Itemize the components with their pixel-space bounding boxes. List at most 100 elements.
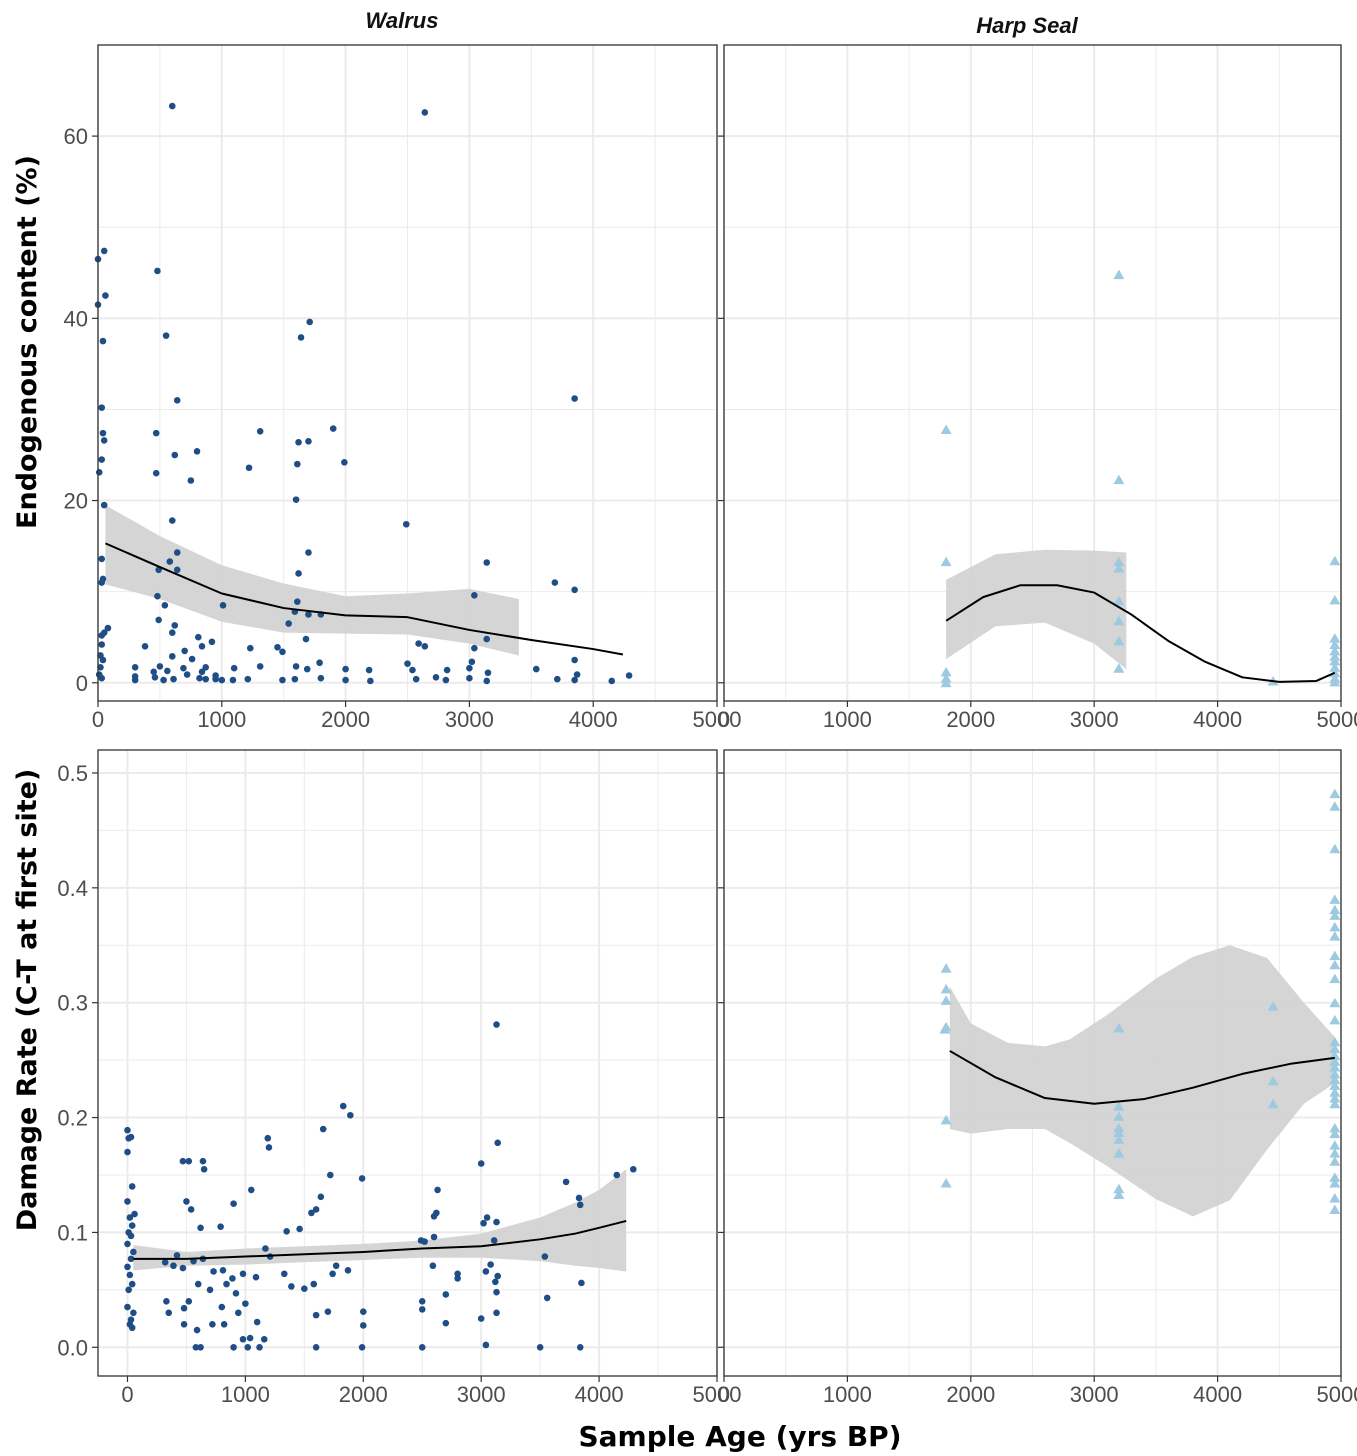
data-point <box>230 664 238 672</box>
data-point <box>104 624 112 632</box>
data-point <box>183 1198 190 1205</box>
smooth-fit-line <box>133 1219 627 1260</box>
data-point <box>471 644 478 652</box>
data-point <box>1329 1098 1341 1109</box>
data-point <box>1329 1087 1341 1097</box>
data-point <box>571 586 578 594</box>
data-point <box>156 663 164 670</box>
data-point <box>553 675 561 683</box>
data-point <box>308 1209 315 1217</box>
data-point <box>219 1267 227 1274</box>
data-point <box>312 1311 320 1319</box>
data-point <box>1329 555 1341 566</box>
x-tick-label: 0 <box>718 707 730 732</box>
data-point <box>124 1303 131 1311</box>
data-point <box>1329 1014 1341 1025</box>
data-point <box>347 1111 354 1119</box>
data-point <box>223 1280 230 1288</box>
panel-harp-seal-damage: 0 1000 2000 3000 4000 5000 <box>718 749 1357 1407</box>
data-point <box>1329 1148 1341 1158</box>
data-point <box>262 1245 269 1252</box>
data-point <box>161 602 169 609</box>
data-point <box>279 676 286 684</box>
data-point <box>296 1225 303 1233</box>
y-tick-label: 0 <box>76 671 88 696</box>
data-point <box>1329 1156 1341 1166</box>
y-tick-label: 20 <box>64 489 88 514</box>
data-point <box>482 1341 490 1349</box>
x-tick-label: 3000 <box>1070 707 1119 732</box>
data-point <box>162 332 170 339</box>
data-point <box>98 404 106 411</box>
data-point <box>166 558 174 565</box>
data-point <box>294 460 301 468</box>
data-point <box>1329 1056 1341 1066</box>
data-point <box>341 458 348 466</box>
data-point <box>532 665 540 673</box>
data-point <box>1329 1068 1341 1079</box>
data-point <box>131 1210 138 1218</box>
data-point <box>1329 931 1341 941</box>
data-point <box>197 1224 204 1232</box>
data-point <box>493 1288 500 1296</box>
data-point <box>95 469 103 476</box>
data-point <box>305 438 312 445</box>
data-point <box>940 1114 952 1125</box>
data-point <box>494 1139 501 1147</box>
x-axis-label: Sample Age (yrs BP) <box>579 1420 902 1453</box>
data-point <box>154 267 161 275</box>
data-point <box>164 667 171 675</box>
data-point <box>578 1279 585 1287</box>
data-point <box>295 438 302 446</box>
data-point <box>199 1157 207 1165</box>
data-point <box>629 1165 637 1173</box>
x-tick-label: 3000 <box>457 1382 506 1407</box>
data-point <box>229 676 237 684</box>
data-point <box>417 1237 425 1244</box>
data-point <box>126 1214 134 1221</box>
data-point <box>217 1223 224 1230</box>
data-point <box>432 674 440 681</box>
x-tick-label: 3000 <box>445 707 494 732</box>
data-point <box>192 1343 200 1351</box>
data-point <box>1329 910 1341 920</box>
data-point <box>316 659 323 667</box>
data-point <box>202 675 210 683</box>
data-point <box>283 1227 290 1235</box>
data-point <box>168 629 176 636</box>
data-point <box>131 673 139 680</box>
data-point <box>98 555 106 563</box>
data-point <box>1113 562 1125 573</box>
data-point <box>477 1315 485 1322</box>
data-point <box>483 1214 491 1221</box>
data-point <box>940 424 952 434</box>
data-point <box>185 1298 193 1305</box>
data-point <box>1329 1036 1341 1047</box>
data-point <box>194 633 202 641</box>
data-point <box>173 566 181 574</box>
data-point <box>433 1209 440 1217</box>
data-point <box>219 602 227 609</box>
data-point <box>98 579 106 586</box>
data-point <box>202 663 210 671</box>
data-point <box>1113 595 1125 606</box>
data-point <box>124 1263 131 1271</box>
data-point <box>1329 921 1341 932</box>
data-point <box>1329 904 1341 915</box>
data-point <box>1329 1178 1341 1188</box>
data-point <box>1113 269 1125 280</box>
data-point <box>160 676 167 684</box>
data-point <box>367 677 374 685</box>
data-point <box>209 1321 216 1328</box>
data-point <box>1113 1111 1125 1121</box>
data-point <box>102 292 109 299</box>
data-point <box>418 1306 426 1313</box>
y-tick-label: 0.4 <box>57 876 88 901</box>
x-tick-label: 5000 <box>1317 707 1357 732</box>
data-point <box>1329 1140 1341 1150</box>
data-point <box>613 1171 621 1179</box>
data-point <box>197 1343 204 1351</box>
x-tick-label: 5000 <box>693 707 742 732</box>
x-tick-label: 0 <box>121 1382 133 1407</box>
